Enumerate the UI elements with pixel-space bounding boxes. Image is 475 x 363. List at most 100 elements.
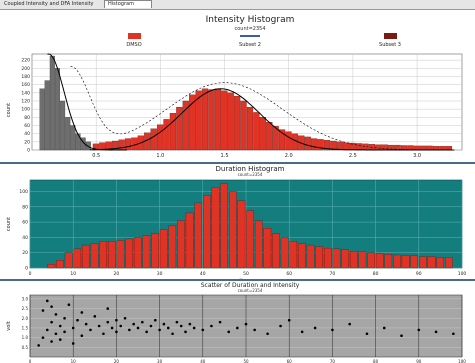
bar [426, 145, 433, 151]
bar [159, 229, 168, 269]
intensity-histogram-panel: Intensity Histogram count=2354 DMSO Subs… [0, 10, 475, 164]
y-tick-label: 80 [22, 204, 28, 210]
x-tick-label: 1.0 [156, 153, 164, 159]
scatter-point [45, 299, 49, 303]
scatter-point [253, 328, 256, 332]
bar [150, 128, 157, 151]
bar [221, 90, 228, 151]
scatter-point [452, 332, 455, 336]
bar [203, 195, 211, 269]
scatter-point [400, 334, 403, 337]
x-tick-label: 0 [29, 271, 32, 277]
scatter-point [58, 324, 62, 328]
x-tick-label: 100 [458, 271, 467, 277]
y-tick-label: 1.5 [22, 325, 29, 330]
bar [413, 145, 420, 151]
scatter-point [300, 330, 304, 334]
scatter-point [128, 328, 131, 332]
bar [195, 90, 202, 151]
tab-coupled-intensity[interactable]: Coupled Intensity and DFA Intensity [4, 1, 94, 7]
scatter-point [158, 328, 161, 332]
x-tick-label: 90 [416, 359, 422, 363]
y-axis-label: count [6, 217, 12, 231]
scatter-point [382, 326, 386, 330]
legend-label-subset2: Subset 2 [239, 42, 261, 48]
scatter-point [102, 332, 105, 336]
y-tick-label: 0.5 [22, 345, 29, 350]
bar [75, 133, 81, 151]
bar [142, 235, 151, 269]
bar [90, 243, 99, 269]
scatter-chart: Scatter of Duration and Intensity count=… [6, 282, 466, 363]
x-tick-label: 2.0 [285, 153, 293, 159]
scatter-point [58, 338, 62, 341]
bar [384, 254, 393, 269]
bar [169, 113, 177, 151]
scatter-point [63, 330, 66, 334]
x-tick-label: 60 [287, 359, 293, 363]
bar [156, 124, 164, 151]
bar [229, 191, 237, 269]
chart-subtitle: count=2354 [238, 172, 263, 177]
x-tick-label: 0 [29, 359, 32, 363]
x-tick-label: 2.5 [349, 153, 357, 159]
tab-histogram[interactable]: Histogram [104, 0, 152, 8]
bar [64, 252, 73, 269]
y-tick-label: 3.0 [22, 296, 29, 301]
bar [56, 260, 64, 269]
bar [214, 88, 221, 151]
bar [208, 89, 215, 151]
scatter-point [192, 326, 196, 330]
scatter-point [93, 315, 97, 318]
bar [401, 255, 410, 269]
scatter-point [201, 328, 205, 332]
x-tick-label: 10 [70, 271, 76, 277]
scatter-point [218, 320, 222, 324]
scatter-point [331, 328, 334, 332]
y-tick-label: 80 [24, 115, 30, 121]
bar [253, 112, 260, 151]
bar [410, 255, 419, 269]
chart-subtitle: count=2354 [234, 26, 265, 32]
bar [341, 249, 349, 269]
bar [240, 100, 247, 151]
scatter-point [71, 326, 75, 330]
bar [73, 248, 82, 269]
scatter-point [365, 332, 369, 336]
bar [419, 256, 427, 269]
y-axis-label: count [6, 103, 12, 117]
bar [330, 140, 337, 151]
bar [315, 246, 323, 269]
bar [237, 200, 246, 269]
scatter-point [179, 324, 183, 328]
bar [133, 237, 142, 269]
bar [375, 144, 382, 151]
scatter-point [63, 316, 66, 320]
chart-title: Intensity Histogram [206, 15, 295, 25]
bar [332, 248, 341, 269]
y-tick-label: 2.5 [22, 306, 29, 311]
scatter-point [166, 326, 170, 330]
bar [311, 138, 318, 151]
scatter-point [210, 324, 213, 328]
bar [259, 117, 266, 151]
bar [381, 144, 388, 151]
x-tick-label: 3.0 [413, 153, 421, 159]
scatter-point [50, 340, 53, 343]
y-tick-label: 140 [21, 90, 30, 96]
x-tick-label: 90 [416, 271, 422, 277]
bar [194, 202, 203, 269]
bar [393, 254, 401, 269]
intensity-histogram-chart: Intensity Histogram count=2354 DMSO Subs… [6, 15, 463, 159]
legend-label-subset3: Subset 3 [379, 42, 401, 48]
x-tick-label: 80 [373, 271, 379, 277]
y-tick-label: 100 [21, 107, 30, 113]
scatter-point [80, 311, 84, 314]
scatter-point [348, 322, 351, 326]
bar [324, 247, 332, 269]
bar [439, 146, 446, 151]
bar [246, 210, 254, 269]
scatter-point [119, 324, 123, 328]
envelope-curve [70, 66, 453, 151]
